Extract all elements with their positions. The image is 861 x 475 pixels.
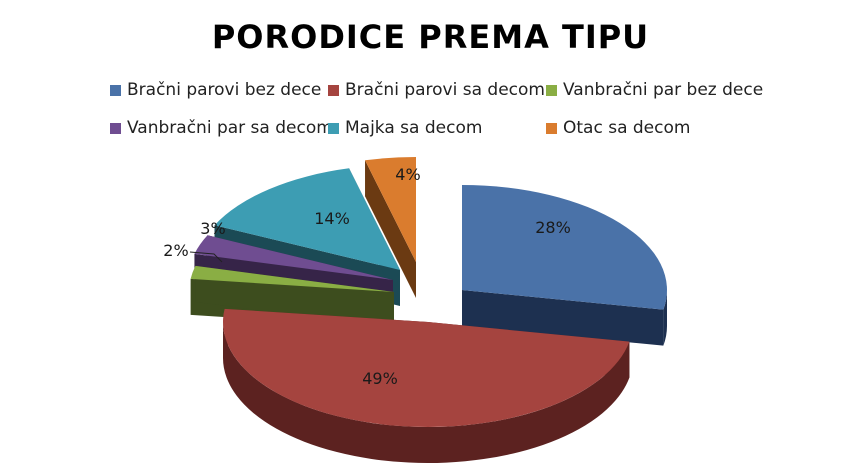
legend-item: Bračni parovi bez dece	[110, 80, 321, 100]
legend-item: Bračni parovi sa decom	[328, 80, 545, 100]
chart-title: PORODICE PREMA TIPU	[211, 18, 650, 56]
pie-slice-wall	[462, 290, 664, 346]
pie-data-label: 4%	[395, 165, 420, 184]
legend-swatch	[328, 122, 339, 134]
legend-item: Vanbračni par sa decom	[110, 118, 333, 138]
pie-data-label: 14%	[314, 209, 350, 228]
pie-data-label: 28%	[535, 218, 571, 237]
legend-swatch	[110, 84, 121, 96]
pie-data-label: 3%	[200, 219, 225, 238]
pie-slice-wall	[365, 160, 416, 298]
legend-swatch	[546, 84, 557, 96]
pie-slice-side	[663, 290, 667, 346]
pie-slice-top	[365, 157, 416, 262]
legend-label: Vanbračni par bez dece	[563, 80, 764, 100]
leader-line	[189, 251, 223, 263]
pie-slice	[222, 308, 630, 464]
legend-item: Vanbračni par bez dece	[546, 80, 763, 100]
pie-slice	[462, 185, 668, 346]
pie-slice	[365, 157, 416, 298]
pie-data-label: 2%	[163, 241, 188, 260]
legend-swatch	[328, 84, 339, 96]
pie-slice-side	[222, 322, 630, 464]
legend-label: Bračni parovi bez dece	[127, 80, 322, 100]
pie-slice-top	[194, 235, 393, 280]
pie-slice-top	[222, 308, 630, 428]
legend-label: Vanbračni par sa decom	[127, 118, 333, 138]
legend-swatch	[546, 122, 557, 134]
legend-label: Bračni parovi sa decom	[345, 80, 545, 100]
pie-slice-top	[214, 168, 400, 270]
legend-label: Majka sa decom	[345, 118, 483, 138]
legend-item: Otac sa decom	[546, 118, 690, 138]
legend-item: Majka sa decom	[328, 118, 482, 138]
legend-label: Otac sa decom	[563, 118, 691, 138]
legend-swatch	[110, 122, 121, 134]
pie-data-label: 49%	[362, 369, 398, 388]
pie-slice-top	[190, 265, 394, 292]
pie-slice-top	[462, 185, 668, 310]
